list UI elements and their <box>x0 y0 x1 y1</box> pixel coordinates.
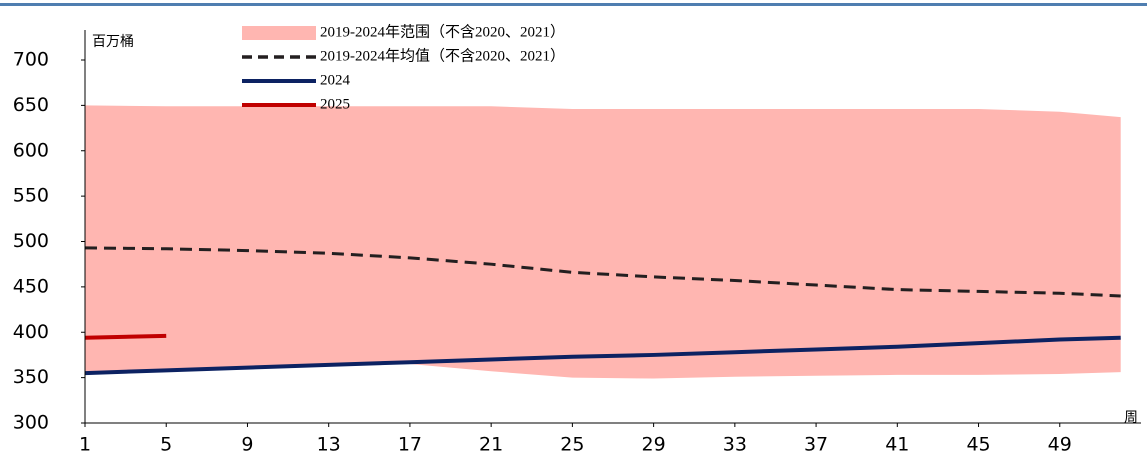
y-tick-label: 400 <box>13 321 49 343</box>
series-line <box>84 335 1121 376</box>
y-tick-label: 650 <box>13 94 49 116</box>
legend-label: 2025 <box>320 96 350 112</box>
y-axis-label: 百万桶 <box>92 34 134 50</box>
x-tick-label: 41 <box>885 434 909 456</box>
y-tick-label: 350 <box>13 366 49 388</box>
x-tick-label: 25 <box>560 434 584 456</box>
x-tick-label: 45 <box>966 434 990 456</box>
x-tick-label: 5 <box>160 434 172 456</box>
x-tick-label: 21 <box>479 434 503 456</box>
legend-swatch <box>242 26 316 40</box>
x-tick-label: 33 <box>723 434 747 456</box>
x-tick-label: 17 <box>398 434 422 456</box>
x-tick-label: 9 <box>241 434 253 456</box>
x-tick-label: 37 <box>804 434 828 456</box>
x-axis-label: 周 <box>1124 410 1138 426</box>
x-tick-label: 1 <box>79 434 91 456</box>
y-tick-label: 300 <box>13 412 49 434</box>
range-band <box>85 105 1121 379</box>
x-tick-label: 29 <box>642 434 666 456</box>
legend-label: 2024 <box>320 72 351 88</box>
series-line <box>84 246 1121 298</box>
x-tick-label: 49 <box>1048 434 1072 456</box>
series-line <box>84 333 167 340</box>
legend-label: 2019-2024年范围（不含2020、2021） <box>320 23 565 40</box>
y-tick-label: 500 <box>13 230 49 252</box>
y-tick-label: 700 <box>13 49 49 71</box>
y-tick-label: 450 <box>13 275 49 297</box>
legend-label: 2019-2024年均值（不含2020、2021） <box>320 47 565 64</box>
y-tick-label: 600 <box>13 139 49 161</box>
top-border <box>0 3 1147 6</box>
y-tick-label: 550 <box>13 185 49 207</box>
x-tick-label: 13 <box>317 434 341 456</box>
